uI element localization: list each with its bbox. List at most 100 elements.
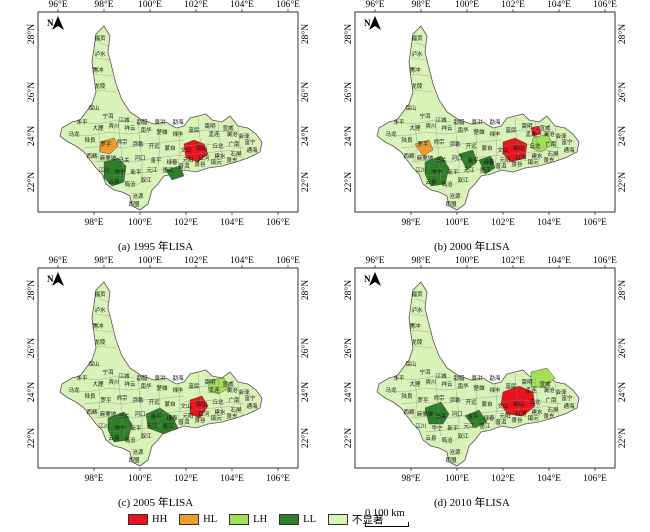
map-panel-1995: 96°E 98°E 100°E 102°E 104°E 106°E 98°E 100°E 102… <box>26 0 311 228</box>
county-boundary <box>197 373 203 415</box>
county-label: 河口 <box>451 154 462 162</box>
county-label: 嵩明 <box>521 378 533 386</box>
county-boundary <box>500 143 562 149</box>
cluster-hl <box>414 139 434 157</box>
map-frame <box>37 267 299 469</box>
county-label: 麻栗坡 <box>417 410 434 418</box>
county-boundary <box>67 387 149 393</box>
county-boundary <box>444 177 468 189</box>
county-boundary <box>137 377 143 438</box>
lat-tick-label-left: 22°N <box>26 172 37 192</box>
county-label: 景谷 <box>511 416 523 424</box>
county-label: 西盟 <box>128 201 140 208</box>
county-label: 元阳 <box>499 412 510 420</box>
county-label: 建水 <box>531 408 543 416</box>
county-label: 西畴 <box>86 152 98 160</box>
county-label: 蒙自 <box>164 144 175 152</box>
county-label: 丘北 <box>212 142 224 150</box>
county-label: 开远 <box>148 142 160 150</box>
scale-bar-line <box>365 522 409 527</box>
county-boundary <box>95 57 111 61</box>
lat-tick-label-left: 24°N <box>26 126 37 146</box>
county-label: 西盟 <box>128 457 140 464</box>
county-label: 金平 <box>467 156 479 164</box>
county-label: 勐腊 <box>136 374 148 382</box>
county-label: 禄丰 <box>489 386 501 394</box>
county-boundary <box>514 373 520 415</box>
county-boundary <box>444 433 468 445</box>
map-svg-1995: 96°E 98°E 100°E 102°E 104°E 106°E 98°E 100°E 102… <box>26 0 311 228</box>
county-label: 镇沅 <box>527 414 539 422</box>
north-arrow-icon: N <box>47 272 64 286</box>
county-label: 砚山 <box>196 400 207 408</box>
county-boundary <box>217 377 223 419</box>
lat-tick-label-right: 26°N <box>300 82 311 102</box>
county-label: 西畴 <box>403 152 415 160</box>
county-label: 富宁 <box>244 138 256 146</box>
lon-tick-label-bottom: 106°E <box>266 217 290 228</box>
lon-tick-label-bottom: 104°E <box>220 473 244 484</box>
county-label: 景谷 <box>194 416 206 424</box>
county-boundary <box>494 383 498 425</box>
lat-tick-label-left: 24°N <box>343 126 354 146</box>
county-label: 麻栗坡 <box>417 154 434 162</box>
county-label: 腾冲 <box>92 66 104 74</box>
county-label: 福贡 <box>411 34 423 42</box>
scale-bar-label: 0 100 km <box>365 508 405 519</box>
county-boundary <box>412 89 434 93</box>
lon-tick-label-top: 104°E <box>230 0 254 10</box>
county-label: 永平 <box>393 374 405 382</box>
map-svg-2010: 96°E 98°E 100°E 102°E 104°E 106°E 98°E 100°E 102… <box>343 255 628 484</box>
county-label: 宁洱 <box>102 368 114 376</box>
county-label: 弥勒 <box>449 140 461 148</box>
map-svg-2005: 96°E 98°E 100°E 102°E 104°E 106°E 98°E 100°E 102… <box>26 255 311 484</box>
lat-tick-label-right: 28°N <box>617 280 628 300</box>
lon-tick-label-top: 96°E <box>48 255 67 266</box>
county-label: 景东 <box>543 156 555 164</box>
lon-tick-label-top: 102°E <box>184 255 208 266</box>
county-label: 云县 <box>108 435 120 442</box>
county-label: 宁洱 <box>102 112 114 120</box>
province-outline <box>376 281 580 467</box>
lat-tick-label-left: 22°N <box>343 172 354 192</box>
caption-2010: (d) 2010 年LISA <box>434 497 510 509</box>
county-label: 马龙 <box>68 130 80 138</box>
lon-tick-label-top: 104°E <box>547 0 571 10</box>
legend-swatch-hl <box>179 513 200 525</box>
county-boundary <box>187 385 249 393</box>
county-boundary <box>83 395 185 405</box>
lon-tick-label-top: 102°E <box>184 0 208 10</box>
county-label: 双江 <box>140 433 152 440</box>
county-label: 开远 <box>148 398 160 406</box>
lon-tick-label-top: 100°E <box>455 255 479 266</box>
legend-label-hh: HH <box>152 513 168 525</box>
county-label: 罗平 <box>417 397 429 404</box>
county-label: 保山 <box>405 360 416 368</box>
county-label: 楚雄 <box>473 128 485 136</box>
county-label: 富民 <box>505 382 517 390</box>
county-label: 宣威 <box>539 380 551 388</box>
county-label: 龙陵 <box>411 82 423 90</box>
county-label: 景洪 <box>471 374 483 382</box>
county-label: 河口 <box>451 410 462 418</box>
lat-tick-label-left: 22°N <box>26 428 37 448</box>
county-label: 罗平 <box>100 141 112 148</box>
county-boundary <box>424 423 486 433</box>
county-label: 保山 <box>88 360 99 368</box>
lat-tick-label-left: 26°N <box>26 82 37 102</box>
county-label: 绿春 <box>483 414 495 422</box>
county-label: 福贡 <box>411 290 423 298</box>
county-boundary <box>177 383 181 425</box>
county-boundary <box>384 131 466 137</box>
county-boundary <box>414 41 426 47</box>
county-label: 祥云 <box>441 124 453 132</box>
county-label: 墨江 <box>162 423 174 430</box>
map-frame <box>37 11 299 213</box>
county-label: 丘北 <box>529 398 541 406</box>
county-label: 临沧 <box>124 436 136 444</box>
legend-label-hl: HL <box>203 513 218 525</box>
lat-tick-label-right: 24°N <box>300 382 311 402</box>
lat-tick-label-right: 26°N <box>617 82 628 102</box>
county-boundary <box>93 329 113 333</box>
county-label: 孟连 <box>525 130 537 138</box>
